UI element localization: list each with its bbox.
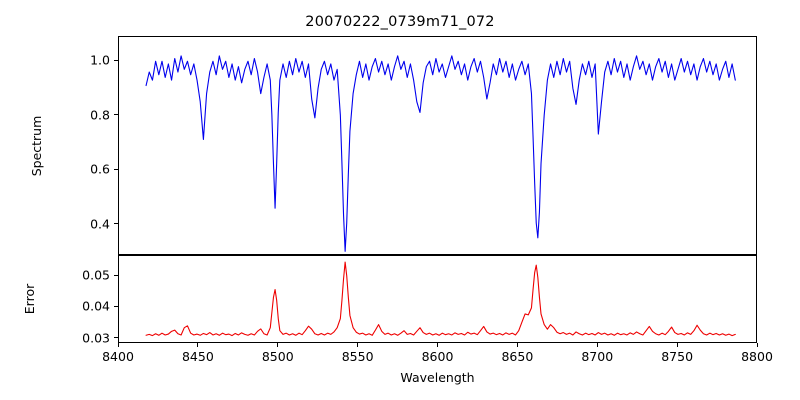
spectrum-y-tick-label: 0.4 — [90, 216, 110, 232]
x-tick-label: 8800 — [741, 349, 773, 364]
x-tick-mark — [197, 343, 199, 347]
x-tick-label: 8400 — [102, 349, 134, 364]
error-line-series — [145, 261, 736, 337]
error-trace — [145, 261, 736, 337]
spectrum-line-series — [145, 55, 736, 252]
x-tick-mark — [596, 343, 598, 347]
spectrum-y-tick-mark — [114, 59, 118, 62]
x-tick-label: 8600 — [421, 349, 454, 364]
spectrum-y-tick-mark — [114, 223, 118, 225]
spectrum-plot-panel — [118, 36, 757, 255]
x-axis-label: Wavelength — [400, 370, 475, 385]
figure-title: 20070222_0739m71_072 — [305, 14, 495, 30]
x-tick-label: 8650 — [501, 349, 534, 364]
spectrum-y-tick-label: 0.8 — [90, 107, 110, 123]
x-tick-mark — [516, 343, 518, 347]
error-plot-panel — [118, 255, 757, 343]
x-tick-mark — [277, 343, 279, 347]
x-tick-mark — [117, 343, 119, 347]
x-tick-mark — [676, 343, 678, 347]
x-tick-mark — [357, 343, 359, 347]
x-tick-label: 8450 — [181, 349, 214, 364]
spectrum-y-tick-mark — [114, 168, 118, 170]
x-tick-mark — [756, 343, 758, 347]
error-y-tick-label: 0.03 — [82, 330, 110, 346]
spectrum-y-tick-label: 0.6 — [90, 161, 110, 177]
error-y-axis-label: Error — [22, 283, 37, 315]
x-tick-label: 8500 — [261, 349, 294, 364]
x-tick-label: 8700 — [581, 349, 614, 364]
x-tick-label: 8550 — [341, 349, 374, 364]
spectrum-trace — [145, 55, 736, 252]
x-tick-mark — [437, 343, 439, 347]
error-y-tick-mark — [114, 274, 118, 276]
x-tick-label: 8750 — [661, 349, 694, 364]
spectrum-y-tick-mark — [114, 114, 118, 116]
error-y-tick-mark — [114, 305, 118, 308]
error-y-tick-mark — [114, 337, 118, 339]
spectrum-y-axis-label: Spectrum — [29, 115, 44, 177]
spectrum-y-tick-label: 1.0 — [90, 52, 110, 68]
error-y-tick-label: 0.04 — [82, 298, 110, 314]
error-y-tick-label: 0.05 — [82, 267, 110, 283]
